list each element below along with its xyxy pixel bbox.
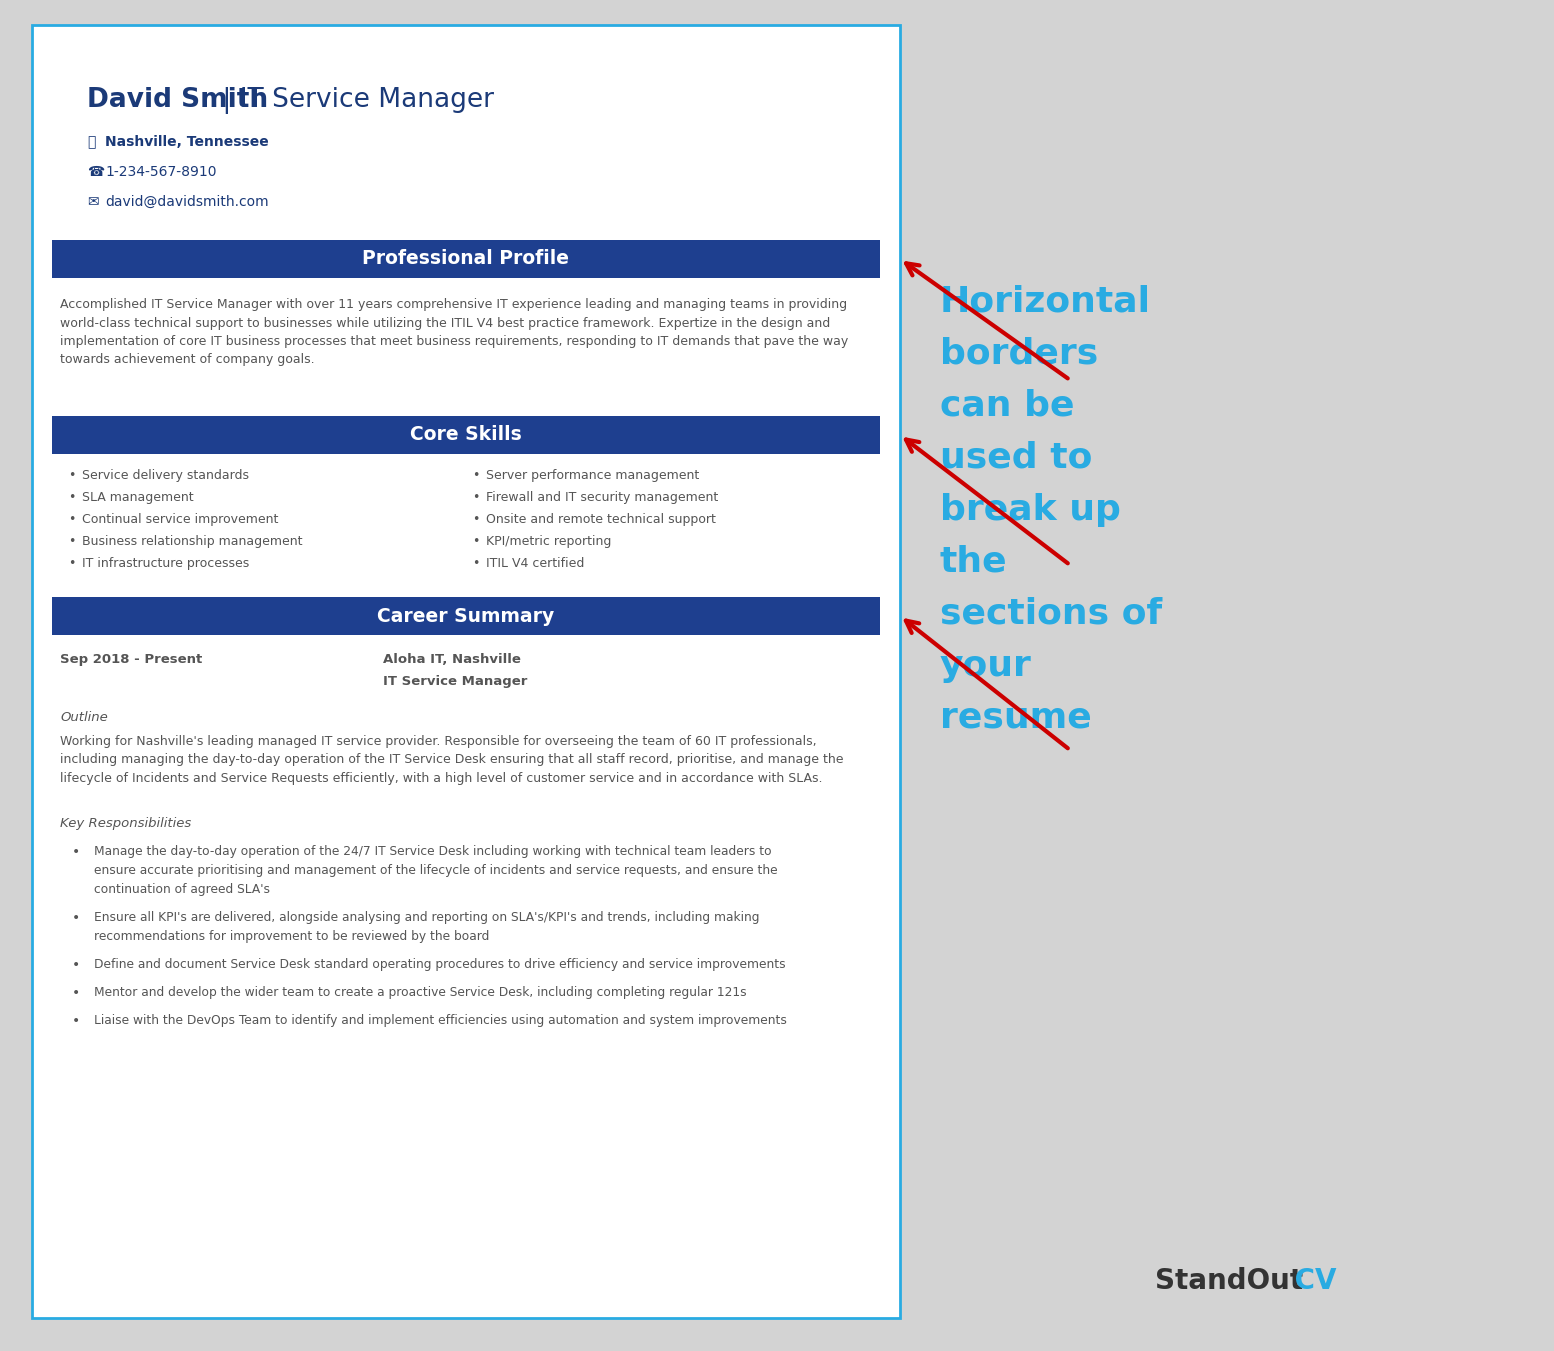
Text: •: •	[71, 986, 81, 1000]
Text: borders: borders	[940, 336, 1099, 372]
Text: Professional Profile: Professional Profile	[362, 250, 569, 269]
Bar	[51, 240, 880, 278]
Text: •: •	[68, 469, 76, 482]
Text: resume: resume	[940, 701, 1092, 735]
Text: used to: used to	[940, 440, 1092, 476]
Text: Service delivery standards: Service delivery standards	[82, 469, 249, 482]
Text: SLA management: SLA management	[82, 490, 194, 504]
Text: Aloha IT, Nashville: Aloha IT, Nashville	[382, 653, 521, 666]
Text: •: •	[71, 844, 81, 859]
Text: Mentor and develop the wider team to create a proactive Service Desk, including : Mentor and develop the wider team to cre…	[93, 986, 746, 998]
Text: Define and document Service Desk standard operating procedures to drive efficien: Define and document Service Desk standar…	[93, 958, 786, 971]
Text: ⭘: ⭘	[87, 135, 95, 149]
Text: Sep 2018 - Present: Sep 2018 - Present	[61, 653, 202, 666]
Text: •: •	[68, 557, 76, 570]
Text: continuation of agreed SLA's: continuation of agreed SLA's	[93, 884, 270, 896]
Text: Continual service improvement: Continual service improvement	[82, 513, 278, 526]
Text: 1-234-567-8910: 1-234-567-8910	[106, 165, 216, 178]
Text: •: •	[68, 513, 76, 526]
Bar	[51, 597, 880, 635]
Text: Server performance management: Server performance management	[486, 469, 699, 482]
Text: •: •	[68, 535, 76, 549]
Text: Key Responsibilities: Key Responsibilities	[61, 817, 191, 830]
Text: Firewall and IT security management: Firewall and IT security management	[486, 490, 718, 504]
Text: Accomplished IT Service Manager with over 11 years comprehensive IT experience l: Accomplished IT Service Manager with ove…	[61, 299, 848, 366]
Text: •: •	[71, 958, 81, 971]
Text: •: •	[71, 911, 81, 925]
Text: Horizontal: Horizontal	[940, 285, 1152, 319]
Text: •: •	[472, 513, 479, 526]
Text: •: •	[71, 1015, 81, 1028]
Text: sections of: sections of	[940, 597, 1162, 631]
Text: break up: break up	[940, 493, 1120, 527]
Text: Onsite and remote technical support: Onsite and remote technical support	[486, 513, 716, 526]
Text: Business relationship management: Business relationship management	[82, 535, 303, 549]
Text: Ensure all KPI's are delivered, alongside analysing and reporting on SLA's/KPI's: Ensure all KPI's are delivered, alongsid…	[93, 911, 760, 924]
Text: ensure accurate prioritising and management of the lifecycle of incidents and se: ensure accurate prioritising and managem…	[93, 865, 777, 877]
Text: Nashville, Tennessee: Nashville, Tennessee	[106, 135, 269, 149]
Text: •: •	[472, 490, 479, 504]
Bar	[51, 416, 880, 454]
Text: KPI/metric reporting: KPI/metric reporting	[486, 535, 611, 549]
Text: can be: can be	[940, 389, 1074, 423]
Text: ☎: ☎	[87, 165, 104, 178]
Text: •: •	[472, 535, 479, 549]
Text: ✉: ✉	[87, 195, 98, 209]
Text: Outline: Outline	[61, 711, 107, 724]
Text: •: •	[472, 469, 479, 482]
Text: •: •	[68, 490, 76, 504]
Text: Core Skills: Core Skills	[410, 426, 522, 444]
Text: CV: CV	[1285, 1267, 1336, 1296]
Text: ITIL V4 certified: ITIL V4 certified	[486, 557, 584, 570]
Text: | IT Service Manager: | IT Service Manager	[214, 86, 494, 113]
Text: David Smith: David Smith	[87, 86, 269, 113]
Text: Working for Nashville's leading managed IT service provider. Responsible for ove: Working for Nashville's leading managed …	[61, 735, 844, 785]
Text: Manage the day-to-day operation of the 24/7 IT Service Desk including working wi: Manage the day-to-day operation of the 2…	[93, 844, 772, 858]
Text: Liaise with the DevOps Team to identify and implement efficiencies using automat: Liaise with the DevOps Team to identify …	[93, 1015, 786, 1027]
Text: Career Summary: Career Summary	[378, 607, 555, 626]
Text: recommendations for improvement to be reviewed by the board: recommendations for improvement to be re…	[93, 929, 490, 943]
Bar	[33, 26, 900, 1319]
Text: •: •	[472, 557, 479, 570]
Text: david@davidsmith.com: david@davidsmith.com	[106, 195, 269, 209]
Text: IT Service Manager: IT Service Manager	[382, 676, 527, 688]
Text: your: your	[940, 648, 1032, 684]
Text: StandOut: StandOut	[1155, 1267, 1304, 1296]
Text: IT infrastructure processes: IT infrastructure processes	[82, 557, 249, 570]
Text: the: the	[940, 544, 1007, 580]
